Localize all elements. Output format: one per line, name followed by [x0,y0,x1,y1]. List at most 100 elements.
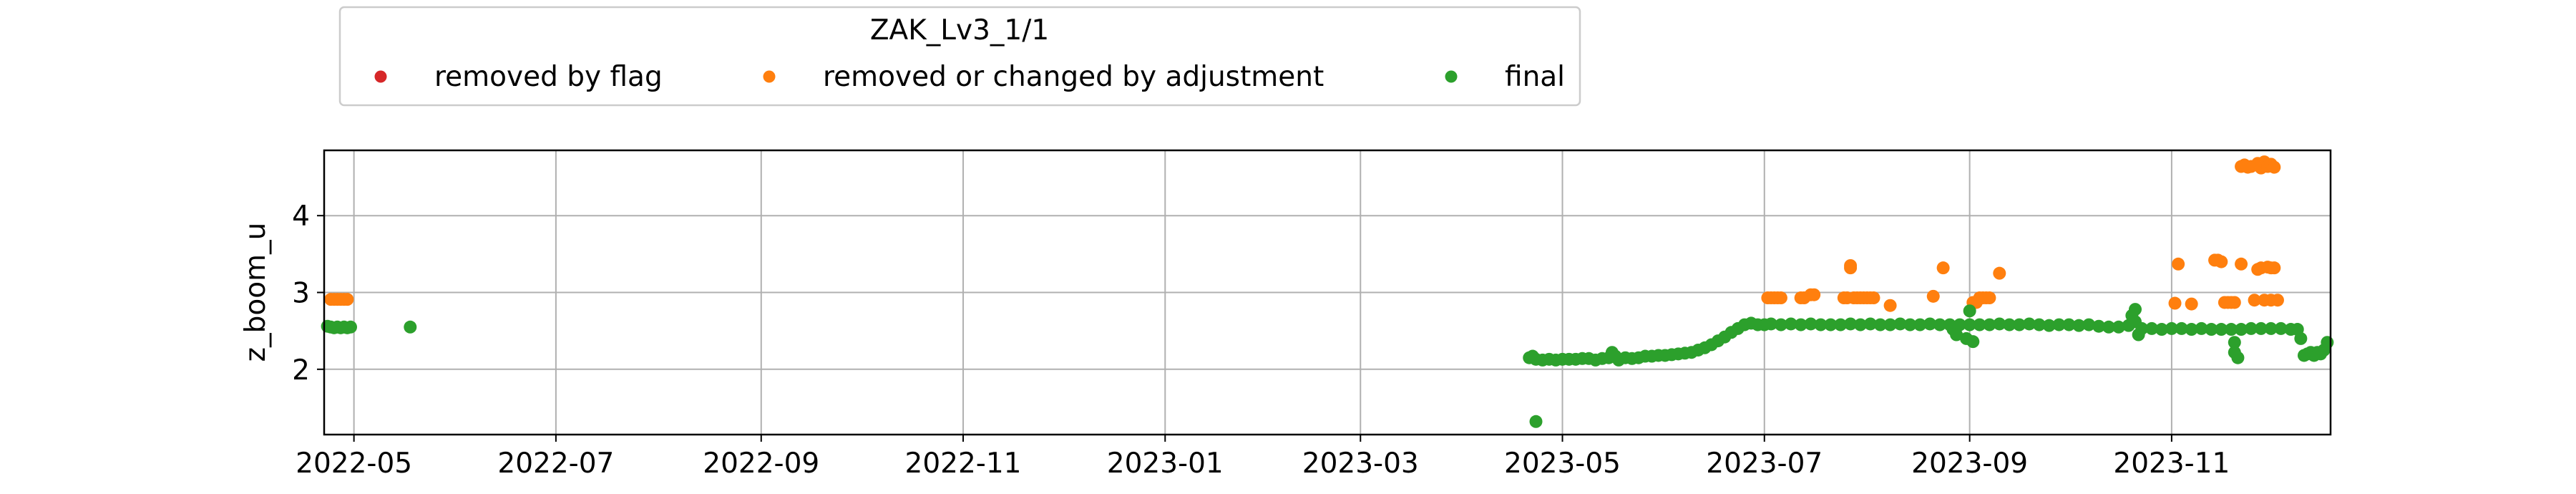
data-point [2254,321,2268,335]
x-tick-label: 2022-11 [905,447,1022,480]
series-2 [321,303,2334,428]
data-point [2228,296,2241,309]
data-point [2294,331,2308,345]
legend-marker-removed-or-changed [763,70,776,83]
data-point [1963,304,1976,318]
legend-marker-removed-by-flag [374,70,387,83]
data-point [2235,257,2248,271]
x-tick-label: 2023-11 [2113,447,2230,480]
data-point [1893,317,1907,331]
data-point [2082,318,2096,331]
data-point [2102,320,2115,334]
data-point [2274,321,2288,335]
data-point [1853,318,1867,331]
data-point [1883,318,1897,331]
y-tick-label: 2 [292,354,310,387]
data-point [1973,318,1986,331]
data-point [1933,318,1947,331]
x-tick-label: 2023-01 [1107,447,1224,480]
data-point [2135,321,2149,335]
data-point [1923,317,1937,331]
data-point [2052,318,2066,331]
data-point [2155,323,2169,336]
data-point [1814,318,1828,331]
data-point [1950,328,1963,342]
data-point [1953,318,1966,331]
data-point [2268,261,2281,275]
series-layer [321,155,2334,428]
data-point [2264,321,2278,335]
data-point [2062,318,2076,331]
data-point [1844,258,1858,272]
data-point [2145,321,2159,335]
data-point [1867,291,1880,305]
x-tick-label: 2023-05 [1504,447,1621,480]
data-point [1993,317,2006,331]
y-axis: 2 3 4 [292,200,324,387]
data-point [1765,317,1778,331]
data-point [2092,319,2106,333]
data-point [2270,294,2284,307]
data-point [2112,320,2125,334]
data-point [2205,323,2218,336]
x-tick-label: 2023-09 [1911,447,2028,480]
legend-label-final: final [1505,61,1565,93]
data-point [1529,415,1543,428]
legend: ZAK_Lv3_1/1 removed by flag removed or c… [338,6,1581,107]
data-point [2185,297,2198,311]
data-point [1883,299,1897,312]
data-point [1936,261,1950,275]
legend-label-removed-or-changed: removed or changed by adjustment [823,61,1324,93]
legend-frame [338,6,1581,107]
y-tick-label: 3 [292,278,310,310]
legend-marker-final [1445,70,1458,83]
data-point [2215,255,2228,268]
data-point [1804,317,1818,331]
x-tick-label: 2023-07 [1706,447,1823,480]
data-point [2013,318,2026,331]
data-point [2003,318,2016,331]
series-1 [324,155,2284,312]
data-point [1784,317,1797,331]
data-point [1903,318,1917,331]
data-point [1983,318,1996,331]
data-point [2321,336,2334,349]
data-point [341,293,354,306]
x-tick-label: 2023-03 [1302,447,1419,480]
data-point [1966,335,1980,349]
data-point [1834,318,1848,331]
data-point [1873,318,1887,331]
legend-label-removed-by-flag: removed by flag [434,61,663,93]
x-axis: 2022-05 2022-07 2022-09 2022-11 2023-01 2023-… [296,435,2230,480]
legend-title: ZAK_Lv3_1/1 [870,14,1049,47]
x-tick-label: 2022-09 [703,447,819,480]
data-point [2168,296,2182,310]
data-point [1963,318,1976,331]
data-point [2248,294,2261,307]
data-point [1863,317,1877,331]
data-point [1926,289,1940,303]
data-point [2129,303,2142,316]
data-point [2244,321,2258,335]
data-point [344,320,358,334]
data-point [2185,323,2198,336]
data-point [2195,321,2208,335]
data-point [2172,257,2185,271]
data-point [2228,336,2241,349]
data-point [2235,323,2248,336]
data-point [1807,288,1821,301]
y-axis-label: z_boom_u [240,223,272,362]
x-tick-label: 2022-07 [497,447,614,480]
data-point [1983,291,1996,305]
data-point [2165,321,2178,335]
data-point [2231,351,2245,364]
data-point [1993,266,2006,280]
data-point [2022,317,2036,331]
data-point [1824,318,1838,331]
data-point [1844,317,1858,331]
data-point [1774,318,1787,331]
data-point [404,320,417,334]
data-point [1774,291,1787,305]
data-point [2268,160,2281,174]
